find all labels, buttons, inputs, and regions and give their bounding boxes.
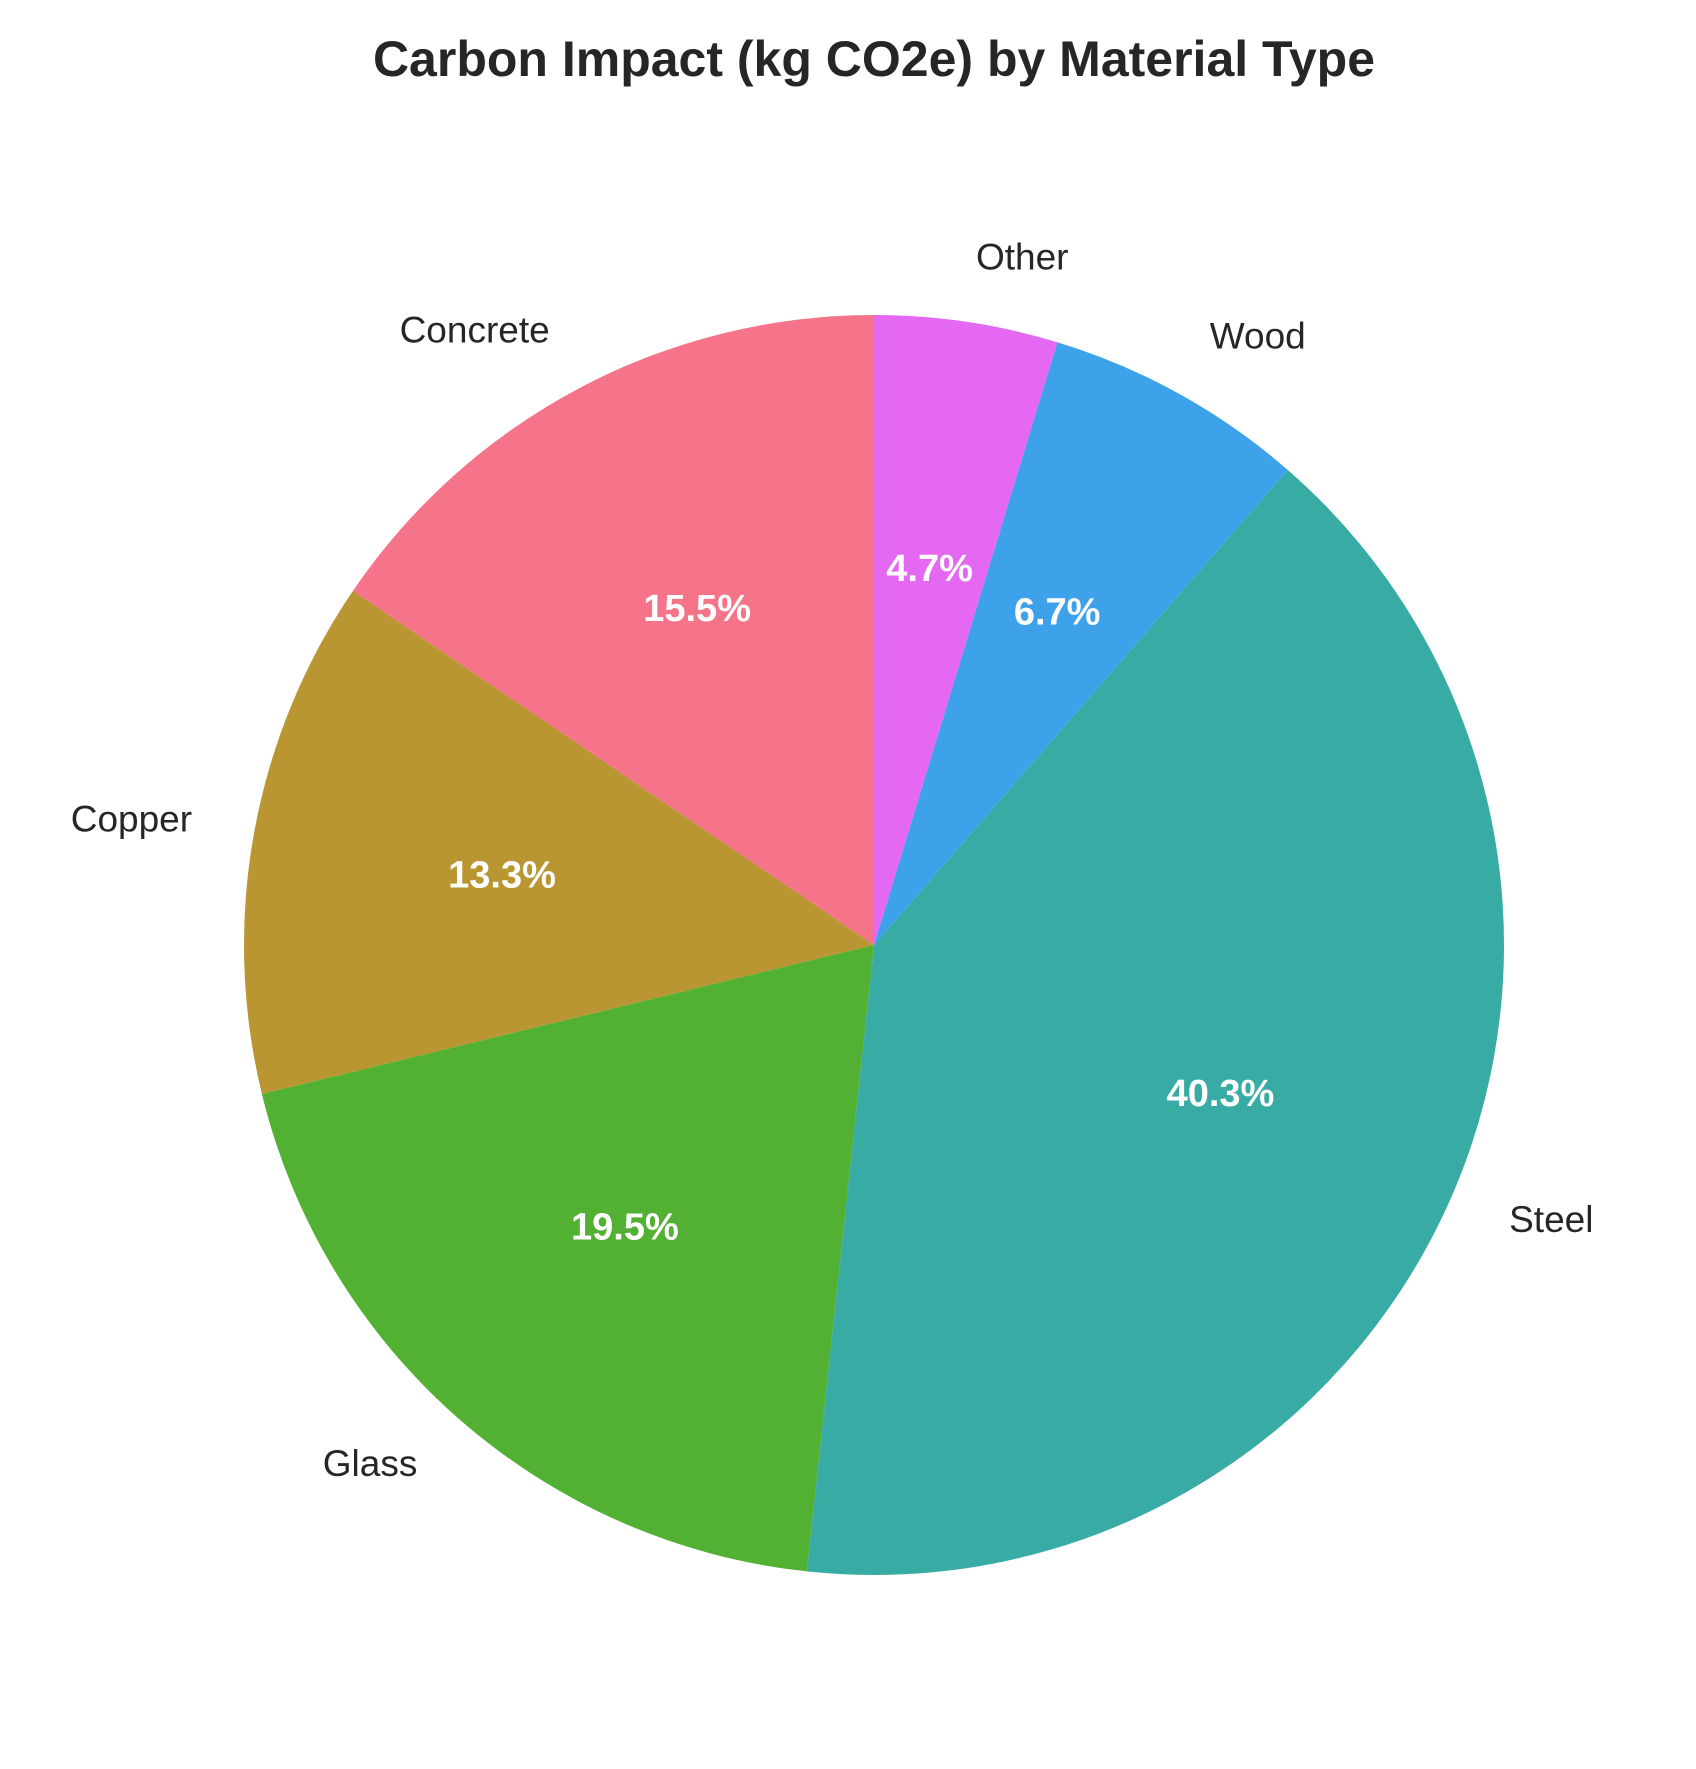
pie-slice-copper	[243, 590, 874, 1094]
slice-label-steel: Steel	[1509, 1199, 1593, 1240]
pie-slice-glass	[261, 945, 874, 1572]
pct-label-other: 4.7%	[886, 548, 973, 590]
pie-labels: Concrete 15.5% Copper 13.3% Glass 19.5% Steel 4…	[71, 236, 1594, 1484]
pct-label-steel: 40.3%	[1167, 1073, 1275, 1115]
pie-slices	[243, 315, 1505, 1575]
slice-label-glass: Glass	[323, 1443, 418, 1484]
pct-label-glass: 19.5%	[571, 1206, 679, 1248]
slice-label-other: Other	[976, 236, 1069, 277]
pie-slice-steel	[806, 469, 1505, 1575]
pie-slice-concrete	[352, 315, 875, 945]
pct-label-copper: 13.3%	[448, 855, 556, 897]
slice-label-copper: Copper	[71, 798, 192, 839]
slice-label-wood: Wood	[1210, 316, 1306, 357]
pie-slice-wood	[874, 342, 1288, 946]
pct-label-wood: 6.7%	[1014, 591, 1101, 633]
pie-slice-other	[874, 315, 1058, 945]
pct-label-concrete: 15.5%	[643, 588, 751, 630]
chart-title: Carbon Impact (kg CO2e) by Material Type	[373, 31, 1375, 87]
slice-label-concrete: Concrete	[400, 309, 550, 350]
